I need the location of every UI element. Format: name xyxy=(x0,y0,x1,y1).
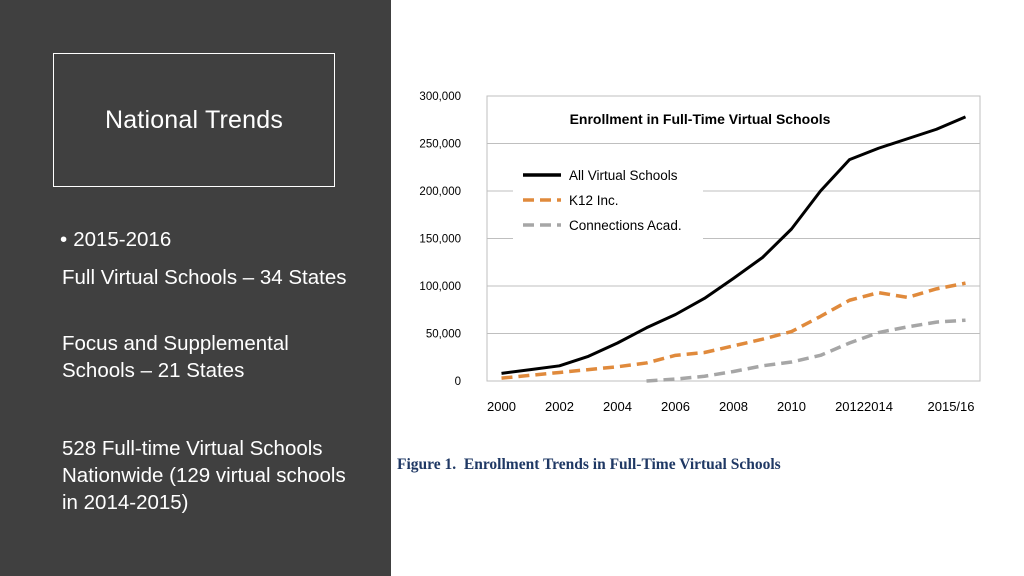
figure-label: Figure 1. xyxy=(397,456,457,473)
legend-label-1: K12 Inc. xyxy=(569,193,619,208)
figure-caption: Figure 1. Enrollment Trends in Full-Time… xyxy=(397,456,781,474)
x-tick-label: 2000 xyxy=(487,399,516,414)
x-tick-label: 2004 xyxy=(603,399,632,414)
series-line-1 xyxy=(501,281,966,380)
chart-svg: 0 50,000 100,000 150,000 200,000 250,000 300,0… xyxy=(419,91,981,414)
x-tick-label: 20122014 xyxy=(835,399,893,414)
series-line-0 xyxy=(501,115,967,375)
x-tick-label: 2010 xyxy=(777,399,806,414)
full-virtual-schools-text: Full Virtual Schools – 34 States xyxy=(62,266,347,289)
x-tick-label: 2015/16 xyxy=(928,399,975,414)
enrollment-chart: 0 50,000 100,000 150,000 200,000 250,000 300,0… xyxy=(395,82,1000,422)
bullet-dot-icon: • xyxy=(60,228,68,251)
bullet-text: 2015-2016 xyxy=(73,228,172,251)
y-tick-label: 250,000 xyxy=(419,139,461,151)
y-tick-label: 150,000 xyxy=(419,234,461,246)
legend-label-0: All Virtual Schools xyxy=(569,168,678,183)
y-tick-label: 200,000 xyxy=(419,186,461,198)
x-tick-label: 2008 xyxy=(719,399,748,414)
y-tick-label: 0 xyxy=(455,376,461,388)
nationwide-count-text: 528 Full-time Virtual Schools Nationwide… xyxy=(62,437,346,514)
focus-supplemental-text: Focus and Supplemental Schools – 21 Stat… xyxy=(62,332,289,382)
title-box: National Trends xyxy=(53,53,335,187)
slide-title: National Trends xyxy=(104,105,284,134)
x-tick-label: 2002 xyxy=(545,399,574,414)
legend-label-2: Connections Acad. xyxy=(569,218,682,233)
y-tick-label: 50,000 xyxy=(426,329,461,341)
figure-caption-text: Enrollment Trends in Full-Time Virtual S… xyxy=(463,456,781,473)
y-tick-label: 100,000 xyxy=(419,281,461,293)
bullet-item: • 2015-2016 xyxy=(60,226,345,253)
x-tick-label: 2006 xyxy=(661,399,690,414)
left-text-panel: National Trends • 2015-2016 Full Virtual … xyxy=(0,0,391,576)
series-line-2 xyxy=(646,318,966,383)
y-tick-label: 300,000 xyxy=(419,91,461,103)
chart-title: Enrollment in Full-Time Virtual Schools xyxy=(570,111,831,127)
